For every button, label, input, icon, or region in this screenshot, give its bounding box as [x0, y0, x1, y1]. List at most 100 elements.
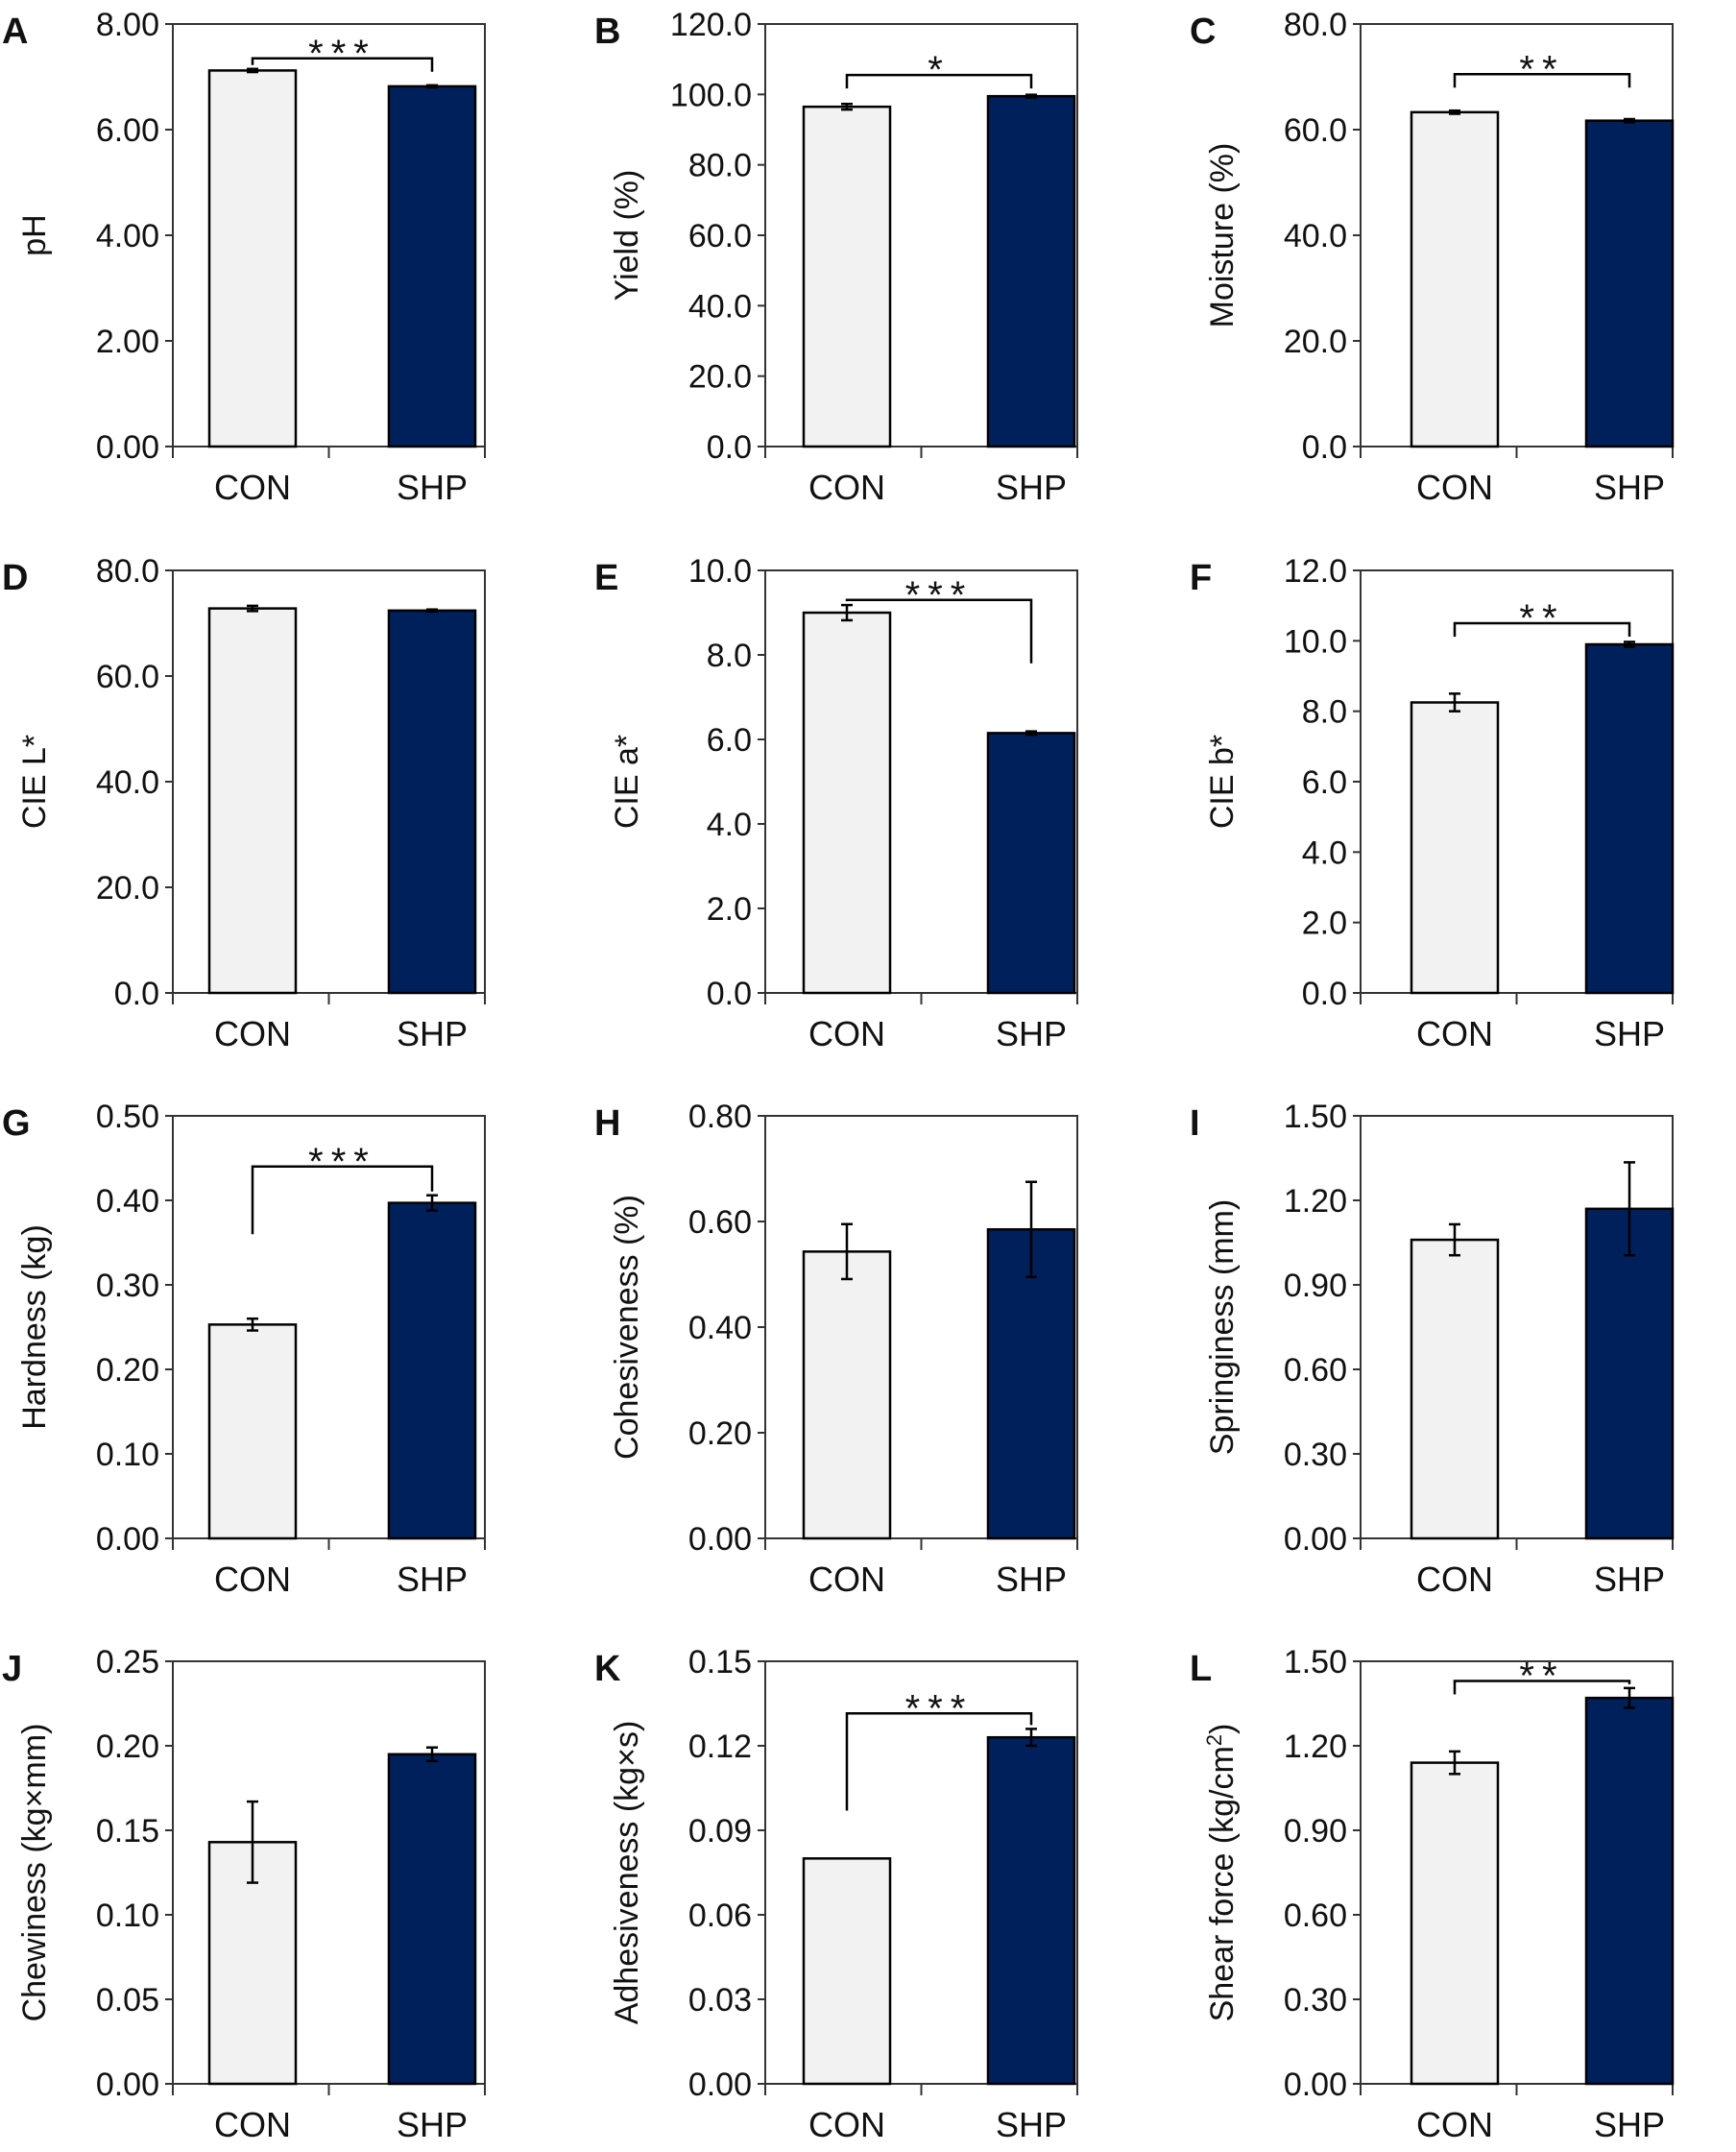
bar-con — [802, 105, 892, 448]
y-tick-label: 0.25 — [96, 1644, 159, 1680]
bar-shp — [1584, 119, 1675, 448]
y-axis-label-text: Chewiness (kg×mm) — [16, 1724, 53, 2022]
significance-stars: *** — [308, 1141, 376, 1183]
x-tick-label-con: CON — [214, 468, 291, 507]
x-tick-label-con: CON — [808, 1014, 885, 1053]
x-tick-label-shp: SHP — [1594, 1014, 1665, 1053]
y-tick-label: 0.0 — [1302, 429, 1347, 466]
y-tick-label: 2.0 — [1302, 906, 1347, 942]
y-tick-label: 1.20 — [1284, 1183, 1347, 1220]
panel-label: L — [1190, 1649, 1212, 1689]
y-tick-label: 0.30 — [96, 1268, 159, 1304]
bar-shp — [986, 732, 1076, 995]
y-tick-label: 0.30 — [1284, 1982, 1347, 2019]
chart-panel-j: J 0.00 0.05 0.10 0.15 0.20 0.25 Chewiness (kg×m… — [2, 1644, 486, 2144]
y-tick-label: 60.0 — [1284, 112, 1347, 149]
y-tick-label: 100.0 — [670, 77, 752, 113]
x-tick-label-shp: SHP — [996, 2105, 1067, 2144]
y-tick-label: 2.0 — [707, 891, 752, 928]
chart-panel-d: D 0.0 20.0 40.0 60.0 80.0 CIE L* CON SHP — [2, 553, 486, 1053]
y-tick-label: 0.20 — [688, 1415, 752, 1452]
significance-stars: ** — [1519, 1656, 1564, 1698]
significance-stars: *** — [905, 1687, 974, 1729]
chart-panel-l: L 0.00 0.30 0.60 0.90 1.20 1.50 Shear force (kg… — [1190, 1644, 1675, 2144]
y-tick-label: 0.15 — [688, 1644, 752, 1680]
x-tick-label-con: CON — [1416, 2105, 1493, 2144]
x-tick-label-shp: SHP — [996, 1014, 1067, 1053]
y-tick-label: 1.50 — [1284, 1644, 1347, 1680]
x-tick-label-shp: SHP — [996, 468, 1067, 507]
chart-panel-i: I 0.00 0.30 0.60 0.90 1.20 1.50 Springiness (mm… — [1190, 1099, 1675, 1599]
y-tick-label: 0.20 — [96, 1352, 159, 1389]
y-tick-label: 0.60 — [688, 1204, 752, 1241]
significance-bracket — [845, 1712, 1033, 1811]
bar-shp — [986, 1228, 1076, 1540]
y-axis-label: Chewiness (kg×mm) — [16, 1724, 53, 2022]
y-tick-label: 80.0 — [688, 148, 752, 184]
x-tick-label-con: CON — [1416, 1560, 1493, 1599]
y-axis-label-text: CIE b* — [1204, 735, 1241, 829]
y-axis-label-text: Springiness (mm) — [1204, 1199, 1241, 1455]
significance-stars: * — [928, 49, 951, 91]
y-tick-label: 20.0 — [96, 870, 159, 907]
y-tick-label: 40.0 — [1284, 218, 1347, 254]
bar-shp — [387, 1201, 477, 1540]
x-tick-label-shp: SHP — [1594, 1560, 1665, 1599]
x-tick-label-shp: SHP — [397, 468, 468, 507]
panel-label: C — [1190, 12, 1216, 52]
y-tick-label: 0.0 — [707, 976, 752, 1012]
y-tick-label: 0.90 — [1284, 1813, 1347, 1850]
y-axis-label-tail: ) — [1204, 1724, 1241, 1734]
y-axis-label: Springiness (mm) — [1204, 1199, 1241, 1455]
bar-con — [1410, 1238, 1500, 1540]
x-tick-label-shp: SHP — [996, 1560, 1067, 1599]
y-tick-label: 40.0 — [688, 288, 752, 325]
y-axis-label-text: Hardness (kg) — [16, 1224, 53, 1430]
y-tick-label: 0.00 — [1284, 1521, 1347, 1558]
y-tick-label: 10.0 — [688, 553, 752, 590]
significance-stars: *** — [308, 33, 376, 75]
chart-panel-h: H 0.00 0.20 0.40 0.60 0.80 Cohesiveness (%) CON… — [594, 1099, 1078, 1599]
y-tick-label: 2.00 — [96, 324, 159, 360]
y-tick-label: 80.0 — [1284, 7, 1347, 43]
y-axis-label: Cohesiveness (%) — [609, 1195, 645, 1460]
y-tick-label: 6.00 — [96, 112, 159, 149]
chart-panel-g: G 0.00 0.10 0.20 0.30 0.40 0.50 Hardness (kg) CO… — [2, 1099, 486, 1599]
y-axis-label-text: Adhesiveness (kg×s) — [609, 1721, 645, 2025]
y-axis-label: pH — [16, 214, 53, 255]
bar-con — [802, 611, 892, 995]
bar-con — [207, 69, 298, 448]
bar-con — [207, 607, 298, 995]
y-tick-label: 12.0 — [1284, 553, 1347, 590]
y-tick-label: 6.0 — [1302, 764, 1347, 801]
y-tick-label: 0.90 — [1284, 1268, 1347, 1304]
y-tick-label: 4.00 — [96, 218, 159, 254]
significance-bracket — [251, 57, 434, 72]
y-tick-label: 80.0 — [96, 553, 159, 590]
bar-con — [207, 1323, 298, 1540]
panel-label: G — [2, 1103, 31, 1144]
y-axis-label-text: Moisture (%) — [1204, 143, 1241, 328]
x-tick-label-shp: SHP — [1594, 468, 1665, 507]
bar-shp — [387, 609, 477, 995]
significance-bracket — [251, 1165, 434, 1235]
significance-bracket — [845, 73, 1033, 89]
significance-bracket — [845, 598, 1033, 664]
y-axis-label: Yield (%) — [609, 170, 645, 302]
y-axis-label: Shear force (kg/cm2) — [1202, 1724, 1241, 2022]
bar-con — [802, 1857, 892, 2086]
y-tick-label: 20.0 — [688, 359, 752, 396]
y-tick-label: 6.0 — [707, 722, 752, 759]
y-tick-label: 8.0 — [1302, 694, 1347, 731]
y-tick-label: 0.0 — [707, 429, 752, 466]
panel-label: J — [2, 1649, 22, 1689]
y-tick-label: 0.20 — [96, 1729, 159, 1765]
y-tick-label: 0.00 — [688, 1521, 752, 1558]
y-tick-label: 0.09 — [688, 1813, 752, 1850]
y-axis-label-text: CIE L* — [16, 735, 53, 829]
y-tick-label: 20.0 — [1284, 324, 1347, 360]
y-axis-label: Moisture (%) — [1204, 143, 1241, 328]
y-axis-label: CIE b* — [1204, 735, 1241, 829]
significance-stars: *** — [905, 574, 974, 617]
y-axis-label: CIE a* — [609, 735, 645, 829]
